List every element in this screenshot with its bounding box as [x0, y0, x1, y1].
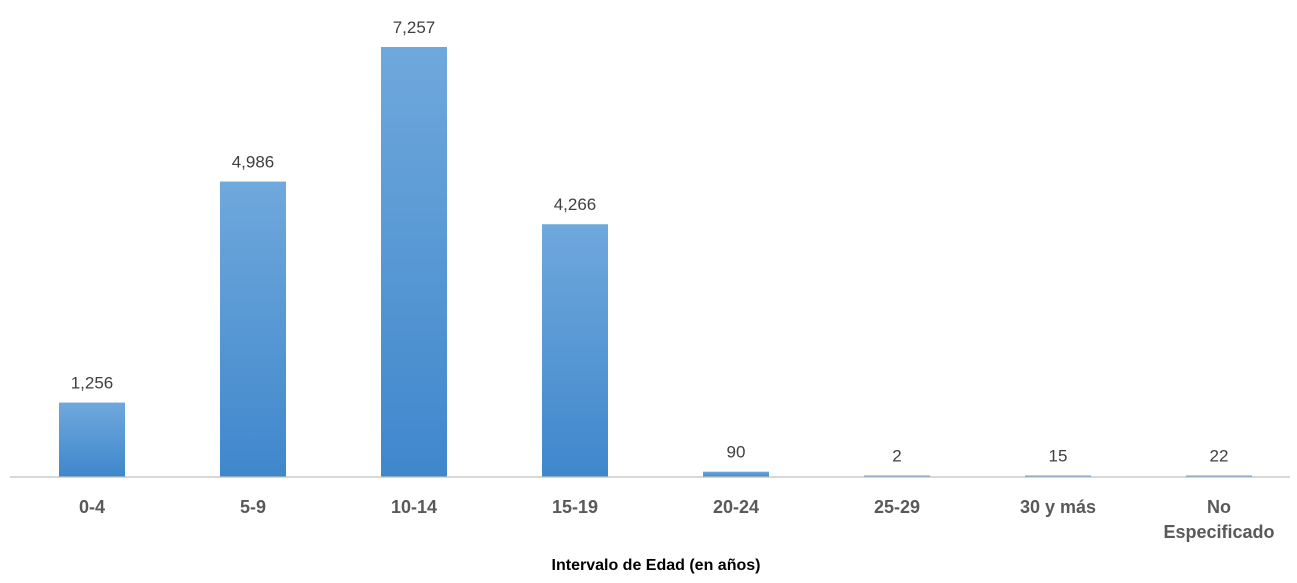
category-label-6: 30 y más — [1020, 497, 1096, 517]
category-label-7-line-1: Especificado — [1163, 522, 1274, 542]
bar-7 — [1186, 475, 1252, 477]
bar-0 — [59, 402, 125, 477]
bar-3 — [542, 224, 608, 477]
bar-5 — [864, 475, 930, 477]
data-label-0: 1,256 — [71, 374, 114, 393]
category-label-2: 10-14 — [391, 497, 437, 517]
category-labels-layer: 0-4 5-9 10-14 15-19 20-24 25-29 30 y más No Espe… — [79, 497, 1275, 542]
data-label-2: 7,257 — [393, 18, 436, 37]
data-label-7: 22 — [1210, 447, 1229, 466]
bar-4 — [703, 471, 769, 477]
x-axis-title: Intervalo de Edad (en años) — [552, 557, 761, 574]
bar-1 — [220, 181, 286, 477]
data-label-4: 90 — [727, 443, 746, 462]
category-label-5: 25-29 — [874, 497, 920, 517]
bar-6 — [1025, 475, 1091, 477]
category-label-7-line-0: No — [1207, 497, 1231, 517]
category-label-4: 20-24 — [713, 497, 759, 517]
data-label-6: 15 — [1049, 447, 1068, 466]
category-label-0: 0-4 — [79, 497, 105, 517]
data-label-5: 2 — [892, 447, 901, 466]
data-labels-layer: 1,256 4,986 7,257 4,266 90 2 15 22 — [71, 18, 1229, 466]
bar-2 — [381, 47, 447, 477]
data-label-1: 4,986 — [232, 153, 275, 172]
category-label-1: 5-9 — [240, 497, 266, 517]
category-label-3: 15-19 — [552, 497, 598, 517]
bars-layer — [59, 47, 1252, 477]
data-label-3: 4,266 — [554, 195, 597, 214]
